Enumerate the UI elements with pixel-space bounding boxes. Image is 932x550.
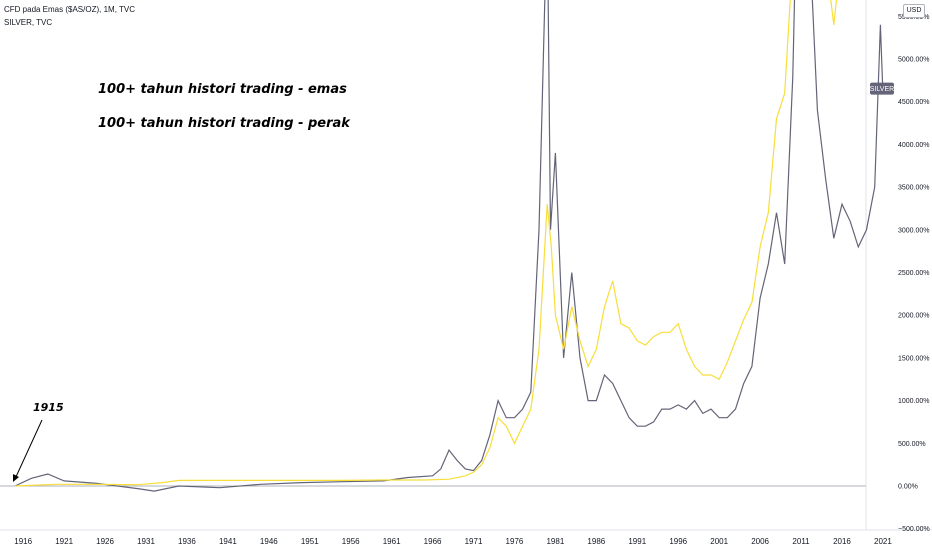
- x-tick-label: 2016: [833, 537, 851, 546]
- x-tick-label: 1931: [137, 537, 155, 546]
- price-axis[interactable]: 11000.00%10500.00%10000.00%9500.00%9000.…: [898, 0, 932, 550]
- x-tick-label: 1956: [342, 537, 360, 546]
- x-tick-label: 2001: [710, 537, 728, 546]
- y-tick-label: 500.00%: [898, 441, 926, 448]
- tag-background: [870, 82, 894, 95]
- y-tick-label: 0.00%: [898, 484, 918, 491]
- x-tick-label: 1951: [301, 537, 319, 546]
- x-tick-label: 2011: [792, 537, 810, 546]
- legend-main-symbol[interactable]: CFD pada Emas ($AS/OZ), 1M, TVC: [4, 5, 135, 14]
- y-tick-label: −500.00%: [898, 526, 930, 533]
- legend-compare-symbol[interactable]: SILVER, TVC: [4, 18, 53, 27]
- y-tick-label: 1500.00%: [898, 355, 930, 362]
- x-tick-label: 1916: [14, 537, 32, 546]
- currency-button[interactable]: USD: [903, 4, 925, 18]
- start-arrow: [13, 419, 43, 482]
- arrow-head-icon: [13, 474, 19, 482]
- x-tick-label: 2021: [874, 537, 892, 546]
- x-tick-label: 1981: [546, 537, 564, 546]
- x-tick-label: 1936: [178, 537, 196, 546]
- y-tick-label: 5000.00%: [898, 57, 930, 64]
- silver-annotation: 100+ tahun histori trading - perak: [98, 116, 350, 131]
- arrow-shaft: [14, 419, 43, 480]
- silver-value-tag: SILVER: [870, 82, 894, 95]
- x-tick-label: 1921: [55, 537, 73, 546]
- y-tick-label: 1000.00%: [898, 398, 930, 405]
- y-tick-label: 2500.00%: [898, 270, 930, 277]
- x-tick-label: 1926: [96, 537, 114, 546]
- y-tick-label: 4500.00%: [898, 99, 930, 106]
- last-value-tags: GOLDSILVER: [870, 82, 894, 95]
- x-tick-label: 1946: [260, 537, 278, 546]
- time-axis[interactable]: 1916 1921 1926 1931 1936 1941 1946 1951 1956 1961…: [14, 537, 892, 546]
- x-tick-label: 1971: [465, 537, 483, 546]
- y-tick-label: 3000.00%: [898, 227, 930, 234]
- x-tick-label: 1986: [587, 537, 605, 546]
- x-tick-label: 1976: [506, 537, 524, 546]
- start-year-annotation: 1915: [33, 401, 64, 414]
- y-tick-label: 3500.00%: [898, 185, 930, 192]
- tag-label: SILVER: [870, 86, 894, 93]
- y-tick-label: 4000.00%: [898, 142, 930, 149]
- silver-series-line: [14, 0, 886, 492]
- x-tick-label: 1991: [628, 537, 646, 546]
- x-tick-label: 1966: [424, 537, 442, 546]
- x-tick-label: 1941: [219, 537, 237, 546]
- gold-series-line: [14, 0, 838, 487]
- x-tick-label: 1961: [383, 537, 401, 546]
- y-tick-label: 2000.00%: [898, 313, 930, 320]
- chart-legend: CFD pada Emas ($AS/OZ), 1M, TVC SILVER, …: [4, 3, 135, 29]
- x-tick-label: 1996: [669, 537, 687, 546]
- gold-annotation: 100+ tahun histori trading - emas: [98, 82, 347, 97]
- x-tick-label: 2006: [751, 537, 769, 546]
